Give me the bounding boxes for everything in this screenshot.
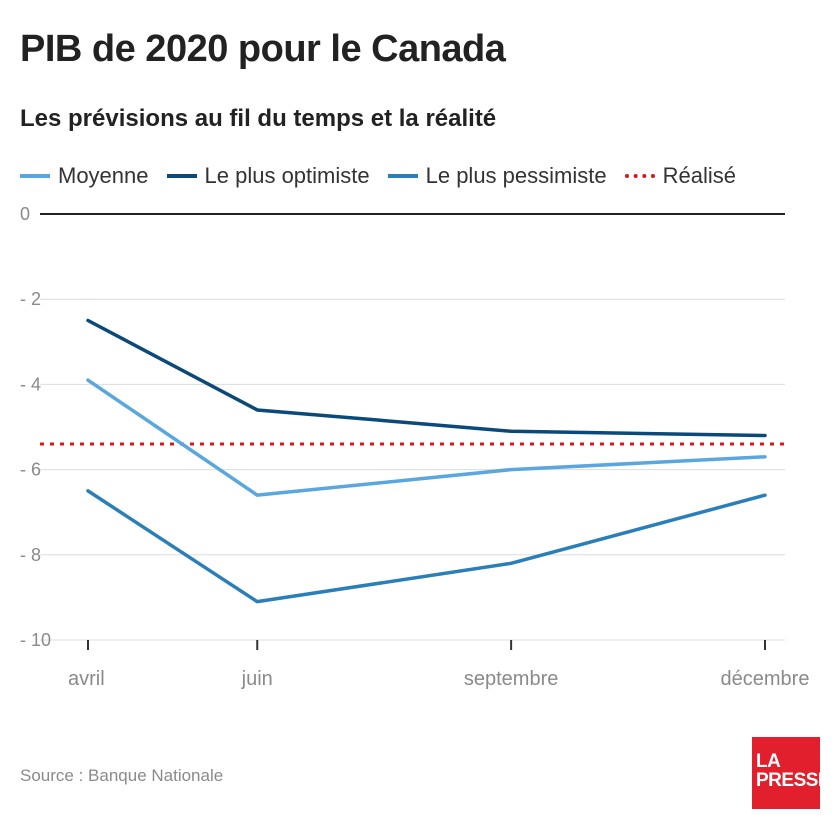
legend-swatch-moyenne	[20, 174, 50, 178]
x-tick-label: juin	[241, 668, 273, 690]
series-line-optimiste	[86, 318, 767, 438]
legend-item-optimiste: Le plus optimiste	[166, 163, 370, 189]
series-line-moyenne	[86, 378, 767, 497]
logo-line-2: PRESSE	[756, 770, 831, 791]
chart-subtitle: Les prévisions au fil du temps et la réa…	[20, 105, 497, 132]
line-chart: 0 - 2 - 4 - 6 - 8 - 10 avril juin septembre décem…	[20, 204, 810, 690]
legend-swatch-optimiste	[166, 174, 197, 178]
legend-label-optimiste: Le plus optimiste	[204, 163, 370, 188]
legend-swatch-realise	[624, 174, 655, 178]
legend-item-moyenne: Moyenne	[20, 163, 149, 189]
legend-label-moyenne: Moyenne	[58, 163, 149, 188]
source-note: Source : Banque Nationale	[20, 766, 224, 785]
logo-line-1: LA	[756, 751, 781, 772]
y-tick-label: - 2	[20, 289, 41, 309]
legend-item-pessimiste: Le plus pessimiste	[387, 163, 607, 189]
legend-swatch-pessimiste	[387, 174, 418, 178]
x-tick-label: septembre	[464, 668, 559, 690]
x-tick-label: décembre	[721, 668, 810, 690]
legend-label-pessimiste: Le plus pessimiste	[425, 163, 607, 188]
la-presse-logo: LA PRESSE	[752, 737, 831, 809]
chart-title: PIB de 2020 pour le Canada	[20, 28, 506, 70]
y-tick-label: - 6	[20, 460, 41, 480]
y-tick-label: - 10	[20, 630, 51, 650]
legend-item-realise: Réalisé	[624, 163, 736, 189]
x-tick-label: avril	[68, 668, 105, 690]
y-tick-label: - 4	[20, 374, 41, 394]
y-tick-label: 0	[20, 204, 30, 224]
series-line-pessimiste	[86, 489, 767, 604]
y-tick-label: - 8	[20, 545, 41, 565]
legend-label-realise: Réalisé	[662, 163, 736, 188]
legend: Moyenne Le plus optimiste Le plus pessim…	[20, 163, 754, 189]
